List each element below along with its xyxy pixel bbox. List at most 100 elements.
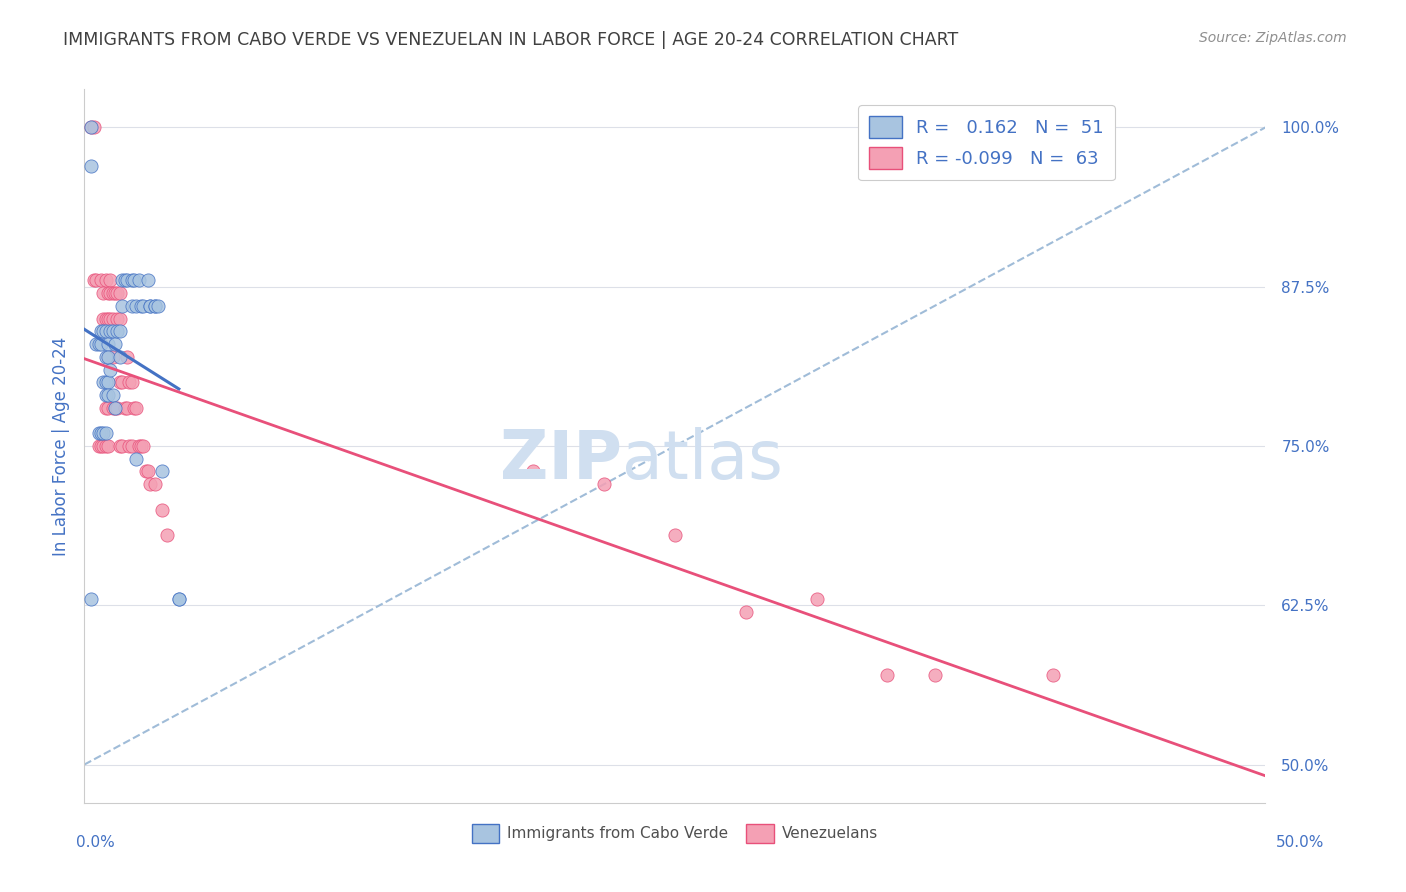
Point [139, 299, 162, 313]
Point [94, 401, 117, 415]
Point [104, 337, 127, 351]
Point [94, 439, 117, 453]
Point [101, 350, 124, 364]
Point [115, 401, 138, 415]
Point [143, 477, 166, 491]
Point [121, 439, 143, 453]
Text: atlas: atlas [621, 427, 783, 493]
Point [101, 401, 124, 415]
Point [97, 401, 120, 415]
Point [111, 376, 134, 390]
Point [91, 286, 114, 301]
Point [924, 668, 946, 682]
Point [167, 591, 190, 606]
Point [108, 376, 131, 390]
Point [84, 273, 107, 287]
Point [94, 426, 117, 441]
Point [94, 350, 117, 364]
Point [97, 286, 120, 301]
Point [101, 311, 124, 326]
Point [91, 324, 114, 338]
Point [146, 299, 169, 313]
Point [80, 120, 103, 135]
Point [94, 388, 117, 402]
Point [121, 376, 143, 390]
Point [108, 350, 131, 364]
Point [129, 299, 152, 313]
Point [734, 605, 756, 619]
Point [118, 439, 141, 453]
Point [98, 311, 121, 326]
Point [80, 159, 103, 173]
Point [90, 273, 112, 287]
Point [98, 286, 121, 301]
Point [664, 528, 686, 542]
Point [80, 591, 103, 606]
Point [94, 311, 117, 326]
Point [111, 439, 134, 453]
Point [125, 401, 148, 415]
Point [84, 337, 107, 351]
Point [104, 401, 127, 415]
Point [150, 502, 173, 516]
Point [107, 311, 129, 326]
Point [90, 439, 112, 453]
Point [128, 273, 150, 287]
Point [132, 439, 155, 453]
Point [94, 273, 117, 287]
Point [876, 668, 898, 682]
Point [97, 350, 120, 364]
Text: Source: ZipAtlas.com: Source: ZipAtlas.com [1199, 31, 1347, 45]
Point [91, 311, 114, 326]
Point [83, 273, 105, 287]
Point [128, 439, 150, 453]
Point [90, 337, 112, 351]
Text: ZIP: ZIP [499, 427, 621, 493]
Point [97, 439, 120, 453]
Text: 0.0%: 0.0% [76, 836, 115, 850]
Point [101, 388, 124, 402]
Point [91, 376, 114, 390]
Point [90, 426, 112, 441]
Point [125, 451, 148, 466]
Point [83, 120, 105, 135]
Point [121, 273, 143, 287]
Point [136, 465, 159, 479]
Point [593, 477, 616, 491]
Point [97, 376, 120, 390]
Point [1042, 668, 1064, 682]
Point [132, 299, 155, 313]
Point [97, 311, 120, 326]
Point [107, 286, 129, 301]
Point [129, 439, 152, 453]
Y-axis label: In Labor Force | Age 20-24: In Labor Force | Age 20-24 [52, 336, 70, 556]
Point [87, 426, 110, 441]
Point [108, 286, 131, 301]
Point [91, 439, 114, 453]
Point [97, 350, 120, 364]
Point [115, 273, 138, 287]
Point [90, 324, 112, 338]
Point [98, 362, 121, 376]
Point [167, 591, 190, 606]
Point [94, 324, 117, 338]
Point [143, 299, 166, 313]
Point [156, 528, 179, 542]
Point [114, 273, 136, 287]
Point [108, 324, 131, 338]
Point [107, 324, 129, 338]
Point [98, 273, 121, 287]
Point [125, 299, 148, 313]
Point [118, 376, 141, 390]
Point [135, 465, 157, 479]
Point [108, 311, 131, 326]
Point [122, 273, 145, 287]
Text: IMMIGRANTS FROM CABO VERDE VS VENEZUELAN IN LABOR FORCE | AGE 20-24 CORRELATION : IMMIGRANTS FROM CABO VERDE VS VENEZUELAN… [63, 31, 959, 49]
Point [139, 299, 162, 313]
Point [101, 324, 124, 338]
Point [97, 337, 120, 351]
Point [114, 401, 136, 415]
Point [139, 477, 162, 491]
Point [104, 401, 127, 415]
Point [108, 439, 131, 453]
